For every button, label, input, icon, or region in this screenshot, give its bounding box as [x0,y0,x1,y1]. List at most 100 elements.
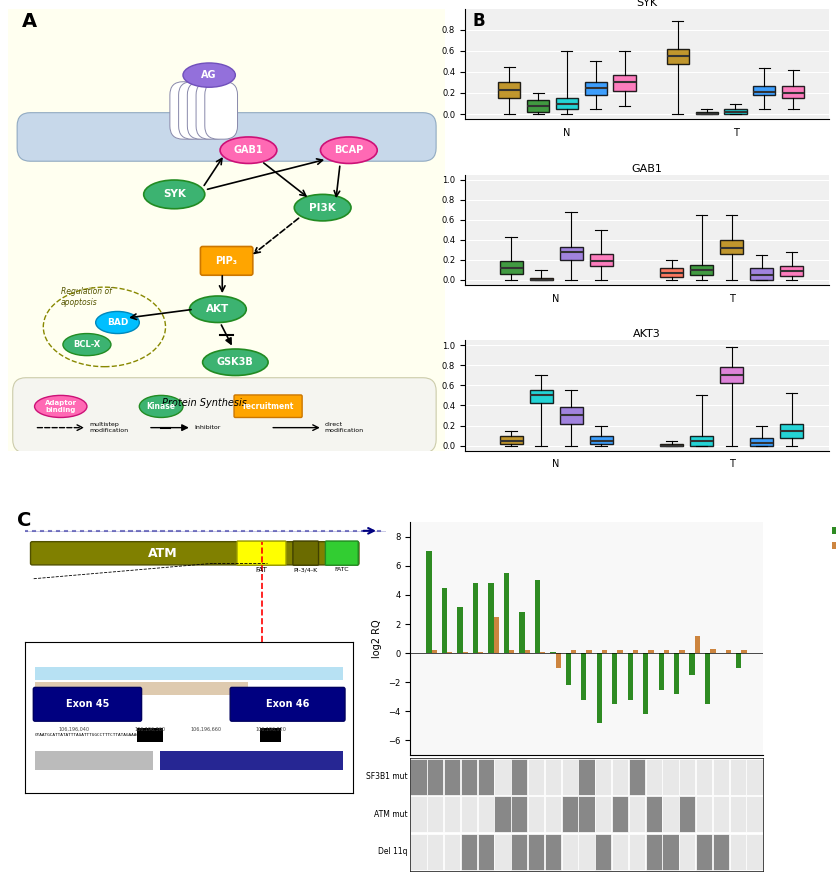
Bar [511,758,527,795]
Text: T: T [732,128,737,138]
Bar [729,834,745,870]
PathPatch shape [559,408,582,423]
Text: Exon 46: Exon 46 [266,699,309,709]
Text: ATM: ATM [147,546,177,560]
Text: AKT: AKT [206,304,229,314]
Bar [712,758,728,795]
PathPatch shape [499,436,522,444]
Bar [578,834,594,870]
PathPatch shape [589,254,612,266]
Bar [645,796,661,833]
Bar [628,758,645,795]
Bar [632,651,638,653]
Bar [696,796,711,833]
Title: GAB1: GAB1 [630,164,661,174]
Bar [461,834,477,870]
FancyBboxPatch shape [325,541,358,565]
Bar [528,796,543,833]
Bar [673,653,679,694]
Text: Adaptor
binding: Adaptor binding [44,400,77,413]
Bar [594,834,610,870]
Text: recruitment: recruitment [242,402,293,411]
PathPatch shape [589,436,612,444]
Text: Kinase: Kinase [146,402,176,411]
Bar [663,651,669,653]
Bar [494,796,510,833]
Bar [729,796,745,833]
Bar [578,758,594,795]
PathPatch shape [723,109,746,114]
FancyBboxPatch shape [196,81,228,139]
Bar [446,652,452,653]
Text: SF3B1 mut: SF3B1 mut [365,773,407,781]
Text: 106,196,040: 106,196,040 [59,727,89,732]
FancyBboxPatch shape [13,377,436,453]
Bar [549,652,555,653]
Bar [426,834,443,870]
PathPatch shape [719,240,742,254]
Bar [477,758,493,795]
Text: BCL-X: BCL-X [74,340,100,349]
Bar [561,796,577,833]
Text: 106,196,920: 106,196,920 [256,727,286,732]
Bar [444,758,460,795]
Bar [136,728,163,742]
PathPatch shape [497,82,520,98]
Ellipse shape [139,395,183,417]
Bar [710,649,715,653]
Bar [645,834,661,870]
Bar [456,606,462,653]
Bar [611,834,627,870]
Bar [648,651,653,653]
Text: AG: AG [201,70,217,80]
Bar [494,834,510,870]
Bar [601,651,607,653]
Bar [661,834,678,870]
Text: FAT: FAT [255,568,268,574]
Bar [628,796,645,833]
Text: T: T [728,293,734,304]
Text: C: C [17,511,31,530]
PathPatch shape [719,367,742,384]
Bar [578,796,594,833]
Legend: Alternative, Annotated: Alternative, Annotated [827,522,836,555]
Bar [441,588,446,653]
Bar [410,796,426,833]
Bar [678,834,695,870]
Bar [696,834,711,870]
Bar [259,728,281,742]
Bar [493,617,498,653]
Bar [444,796,460,833]
Ellipse shape [183,63,235,88]
Text: PIP₃: PIP₃ [216,255,237,266]
Bar [741,651,746,653]
PathPatch shape [749,438,772,446]
Text: FATC: FATC [334,568,349,572]
Bar [658,653,663,690]
FancyBboxPatch shape [17,112,436,161]
Bar [746,834,762,870]
Bar [35,682,248,695]
Text: Del 11q: Del 11q [378,848,407,857]
Bar [696,758,711,795]
Bar [528,758,543,795]
Title: SYK: SYK [635,0,656,8]
Bar [35,751,153,770]
Bar [570,651,576,653]
Ellipse shape [144,180,205,209]
FancyBboxPatch shape [187,81,220,139]
Bar [611,758,627,795]
Bar [518,613,524,653]
Bar [555,653,560,667]
Text: GAB1: GAB1 [233,145,263,156]
Bar [410,834,426,870]
Bar [586,651,591,653]
Text: apoptosis: apoptosis [61,298,97,307]
FancyBboxPatch shape [33,688,141,721]
Text: N: N [552,293,559,304]
Bar [431,651,436,653]
Bar [426,796,443,833]
Bar [426,552,431,653]
Bar [580,653,586,700]
Ellipse shape [95,311,139,333]
